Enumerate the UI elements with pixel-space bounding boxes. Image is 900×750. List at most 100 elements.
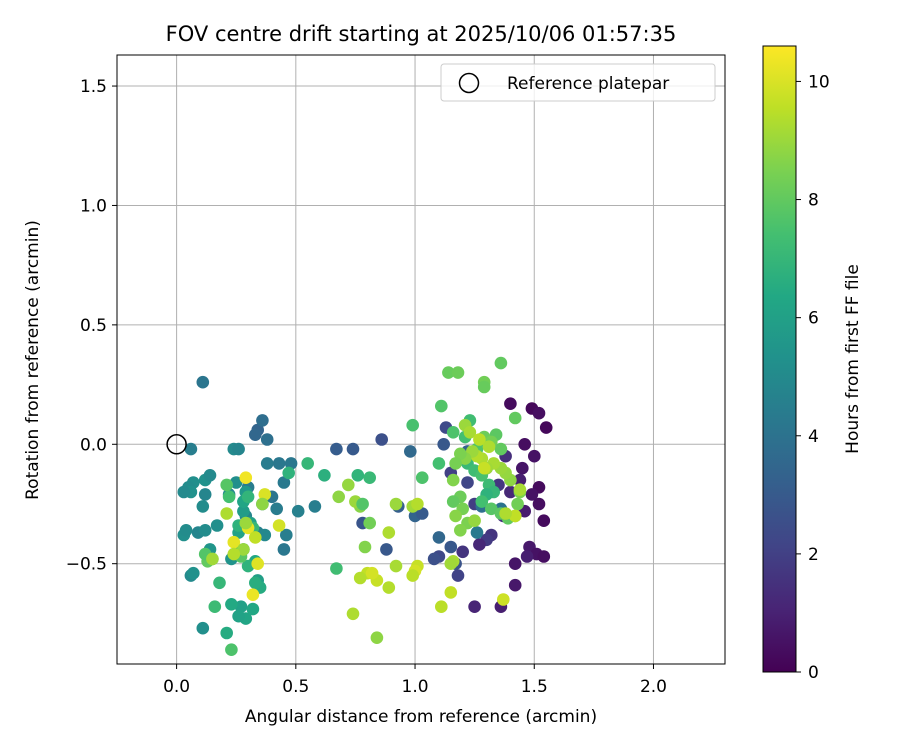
- data-point: [449, 457, 462, 470]
- data-point: [513, 473, 527, 487]
- data-point: [435, 399, 448, 413]
- y-tick-label: 0.0: [80, 435, 107, 455]
- data-point: [227, 535, 241, 549]
- colorbar-tick-label: 4: [808, 427, 819, 447]
- reference-platepar-marker: [166, 434, 187, 455]
- data-point: [415, 507, 429, 520]
- data-point: [246, 602, 260, 616]
- y-axis-ticks: −0.5 0.0 0.5 1.0 1.5: [66, 77, 117, 575]
- data-point: [272, 457, 286, 470]
- data-point: [477, 461, 491, 475]
- data-point: [256, 497, 269, 511]
- data-point: [504, 397, 517, 411]
- x-axis-label: Angular distance from reference (arcmin): [245, 707, 597, 727]
- data-point: [239, 516, 253, 530]
- data-point: [346, 442, 360, 456]
- data-point: [494, 442, 508, 456]
- data-point: [389, 559, 403, 573]
- plot-frame: [116, 54, 726, 665]
- data-point: [353, 571, 367, 585]
- x-tick-label: 2.0: [640, 677, 667, 697]
- data-point: [485, 502, 498, 516]
- data-point: [260, 433, 274, 446]
- data-point: [456, 545, 470, 559]
- data-point: [284, 457, 298, 470]
- data-point: [220, 507, 233, 520]
- y-axis-label: Rotation from reference (arcmin): [23, 220, 43, 500]
- data-point: [251, 557, 264, 570]
- data-point: [249, 576, 262, 590]
- data-point: [227, 547, 241, 561]
- data-point: [468, 600, 481, 613]
- data-point: [516, 461, 529, 475]
- data-point: [508, 557, 522, 570]
- data-point: [520, 550, 534, 563]
- data-point: [446, 473, 460, 487]
- x-tick-label: 0.5: [282, 677, 309, 697]
- data-point: [225, 643, 238, 656]
- data-point: [249, 531, 262, 544]
- x-axis-ticks: 0.0 0.5 1.0 1.5 2.0: [163, 664, 667, 697]
- data-point: [232, 609, 245, 623]
- data-point: [363, 471, 377, 485]
- data-point: [444, 557, 458, 570]
- data-point: [346, 607, 360, 621]
- data-point: [342, 478, 355, 492]
- data-point: [184, 442, 198, 456]
- data-point: [208, 600, 222, 613]
- colorbar-label: Hours from first FF file: [843, 264, 863, 454]
- data-point: [196, 375, 210, 389]
- data-point: [196, 500, 210, 513]
- data-point: [375, 433, 389, 446]
- data-point: [380, 543, 393, 556]
- data-point: [451, 569, 465, 582]
- data-point: [203, 469, 217, 482]
- data-point: [468, 514, 481, 527]
- data-point: [213, 576, 226, 590]
- data-point: [508, 411, 522, 425]
- y-tick-label: −0.5: [66, 555, 107, 575]
- data-point: [435, 600, 448, 613]
- data-point: [351, 469, 365, 482]
- data-point: [449, 509, 462, 523]
- data-point: [308, 500, 322, 513]
- data-point: [234, 600, 248, 613]
- data-point: [446, 426, 460, 439]
- data-point: [241, 559, 255, 573]
- data-point: [370, 631, 384, 644]
- data-point: [508, 509, 522, 523]
- y-tick-label: 1.5: [80, 77, 107, 97]
- data-point: [291, 504, 305, 518]
- data-point: [475, 495, 489, 508]
- data-point: [532, 406, 546, 420]
- data-point: [473, 538, 486, 551]
- data-point: [427, 552, 441, 566]
- data-point: [499, 507, 512, 520]
- data-point: [444, 540, 458, 554]
- data-point: [206, 552, 219, 566]
- data-point: [232, 442, 245, 456]
- data-point: [365, 566, 379, 580]
- colorbar-tick-label: 2: [808, 545, 819, 565]
- data-point: [454, 447, 467, 461]
- data-point: [518, 438, 531, 451]
- data-point: [358, 540, 372, 554]
- data-point: [196, 621, 210, 635]
- colorbar-tick-label: 6: [808, 309, 819, 329]
- data-point: [282, 466, 296, 480]
- data-point: [473, 433, 486, 446]
- data-point: [225, 598, 238, 611]
- data-point: [537, 550, 551, 563]
- data-point: [179, 524, 193, 537]
- data-point: [277, 476, 291, 489]
- data-point: [356, 497, 369, 511]
- data-point: [330, 442, 343, 456]
- data-point: [382, 581, 396, 594]
- data-point: [511, 497, 524, 511]
- data-point: [363, 516, 377, 530]
- data-point: [270, 502, 284, 516]
- data-point: [442, 366, 455, 379]
- legend-box: [440, 63, 716, 102]
- data-point: [177, 485, 191, 499]
